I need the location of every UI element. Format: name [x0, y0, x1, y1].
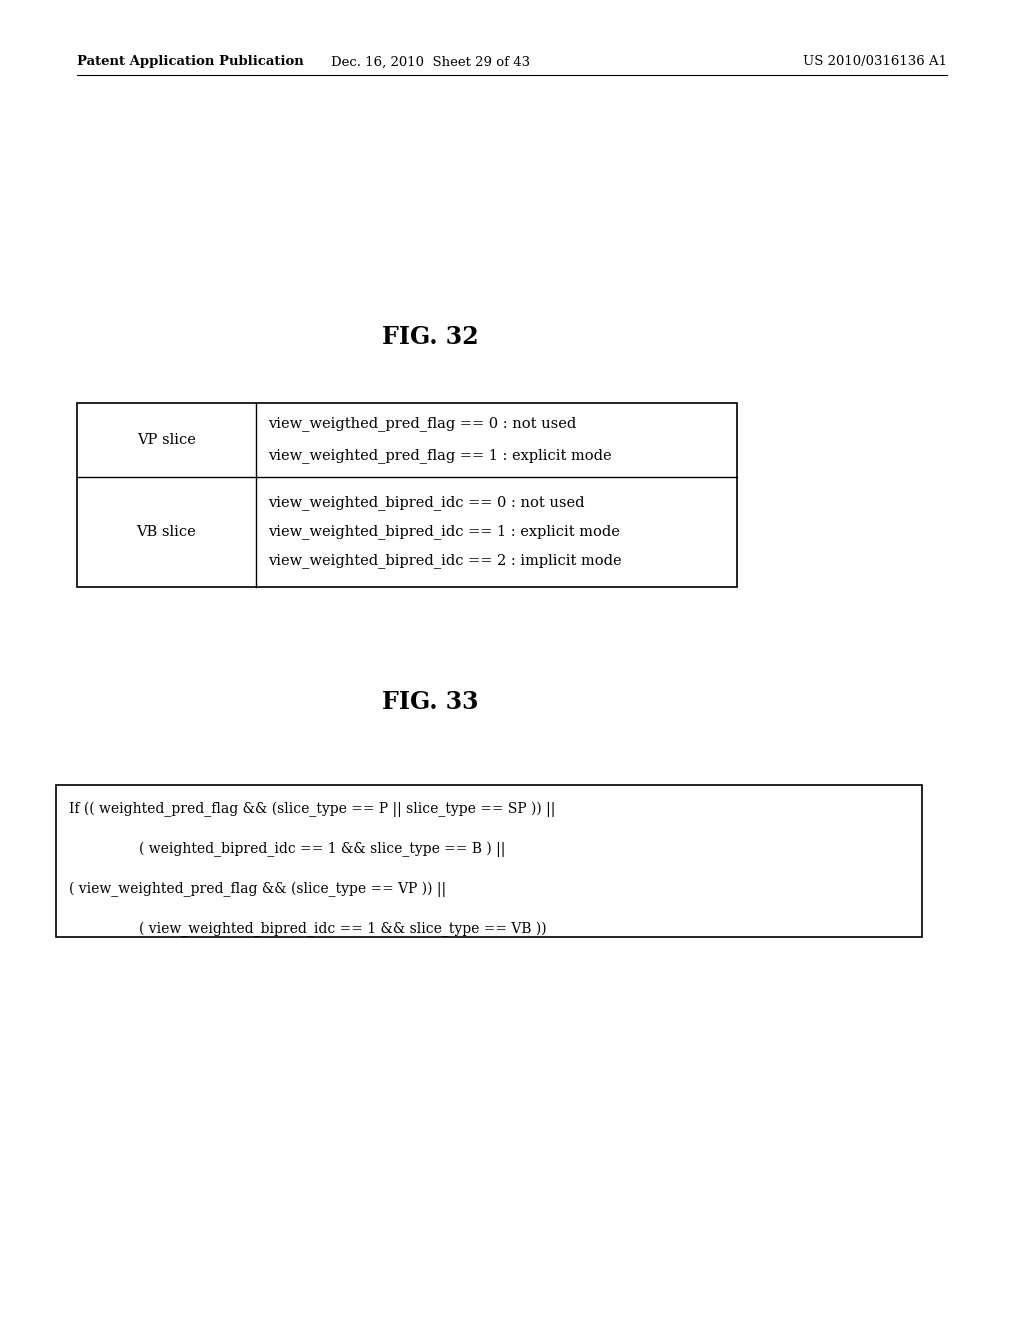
Text: Dec. 16, 2010  Sheet 29 of 43: Dec. 16, 2010 Sheet 29 of 43 — [331, 55, 529, 69]
Text: US 2010/0316136 A1: US 2010/0316136 A1 — [803, 55, 947, 69]
Text: view_weighted_pred_flag == 1 : explicit mode: view_weighted_pred_flag == 1 : explicit … — [268, 447, 612, 463]
Text: Patent Application Publication: Patent Application Publication — [77, 55, 303, 69]
Text: FIG. 33: FIG. 33 — [382, 690, 478, 714]
Text: view_weighted_bipred_idc == 2 : implicit mode: view_weighted_bipred_idc == 2 : implicit… — [268, 553, 622, 569]
Text: VP slice: VP slice — [137, 433, 196, 446]
Text: ( view_weighted_bipred_idc == 1 && slice_type == VB )): ( view_weighted_bipred_idc == 1 && slice… — [69, 921, 546, 937]
Bar — [56, 785, 922, 937]
Text: ( view_weighted_pred_flag && (slice_type == VP )) ||: ( view_weighted_pred_flag && (slice_type… — [69, 882, 445, 896]
Text: view_weighted_bipred_idc == 0 : not used: view_weighted_bipred_idc == 0 : not used — [268, 495, 585, 511]
Text: FIG. 32: FIG. 32 — [382, 325, 478, 348]
Text: view_weigthed_pred_flag == 0 : not used: view_weigthed_pred_flag == 0 : not used — [268, 416, 577, 432]
Text: VB slice: VB slice — [136, 525, 197, 539]
Text: If (( weighted_pred_flag && (slice_type == P || slice_type == SP )) ||: If (( weighted_pred_flag && (slice_type … — [69, 801, 555, 817]
Bar — [77, 403, 737, 587]
Text: ( weighted_bipred_idc == 1 && slice_type == B ) ||: ( weighted_bipred_idc == 1 && slice_type… — [69, 841, 505, 857]
Text: view_weighted_bipred_idc == 1 : explicit mode: view_weighted_bipred_idc == 1 : explicit… — [268, 524, 621, 540]
